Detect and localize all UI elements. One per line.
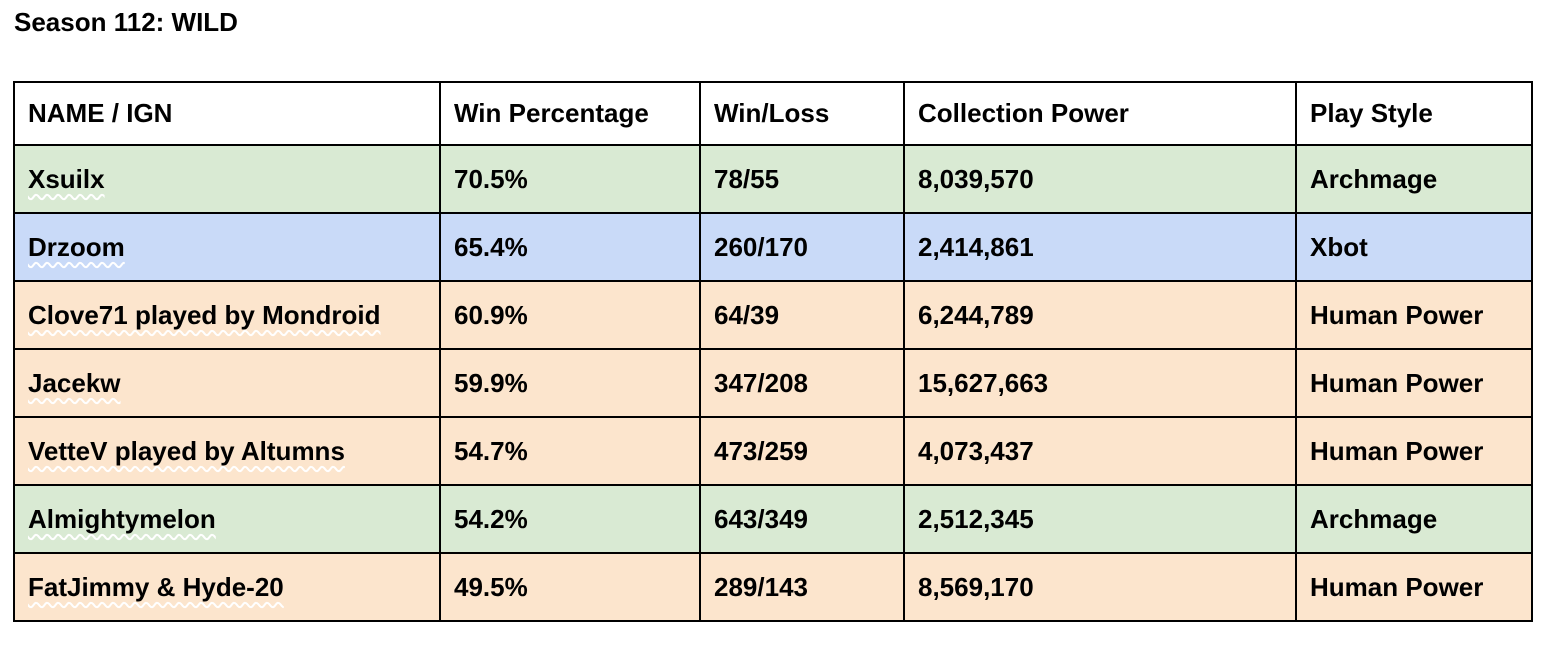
header-row: NAME / IGN Win Percentage Win/Loss Colle… xyxy=(13,81,1533,146)
cell-name: FatJimmy & Hyde-20 xyxy=(13,552,441,622)
cell-collection-power: 15,627,663 xyxy=(903,348,1297,418)
cell-win-percentage: 65.4% xyxy=(439,212,701,282)
table-row: Drzoom 65.4% 260/170 2,414,861 Xbot xyxy=(13,212,1533,282)
player-name: Drzoom xyxy=(28,231,125,262)
header-name: NAME / IGN xyxy=(13,81,441,146)
cell-win-percentage: 60.9% xyxy=(439,280,701,350)
cell-win-loss: 347/208 xyxy=(699,348,905,418)
header-play-style: Play Style xyxy=(1295,81,1533,146)
cell-name: Drzoom xyxy=(13,212,441,282)
cell-win-percentage: 59.9% xyxy=(439,348,701,418)
cell-win-loss: 260/170 xyxy=(699,212,905,282)
cell-collection-power: 2,414,861 xyxy=(903,212,1297,282)
cell-play-style: Archmage xyxy=(1295,144,1533,214)
cell-win-loss: 289/143 xyxy=(699,552,905,622)
cell-play-style: Human Power xyxy=(1295,416,1533,486)
cell-win-percentage: 54.7% xyxy=(439,416,701,486)
cell-name: Xsuilx xyxy=(13,144,441,214)
header-win-percentage: Win Percentage xyxy=(439,81,701,146)
player-name: Almightymelon xyxy=(28,503,216,534)
table-row: Xsuilx 70.5% 78/55 8,039,570 Archmage xyxy=(13,144,1533,214)
page-title: Season 112: WILD xyxy=(14,7,238,37)
header-win-loss: Win/Loss xyxy=(699,81,905,146)
cell-win-percentage: 49.5% xyxy=(439,552,701,622)
cell-play-style: Xbot xyxy=(1295,212,1533,282)
table-row: FatJimmy & Hyde-20 49.5% 289/143 8,569,1… xyxy=(13,552,1533,622)
cell-win-loss: 643/349 xyxy=(699,484,905,554)
standings-table: NAME / IGN Win Percentage Win/Loss Colle… xyxy=(13,81,1533,622)
player-name: Clove71 played by Mondroid xyxy=(28,299,381,330)
cell-play-style: Human Power xyxy=(1295,280,1533,350)
table-row: Clove71 played by Mondroid 60.9% 64/39 6… xyxy=(13,280,1533,350)
cell-name: Almightymelon xyxy=(13,484,441,554)
cell-collection-power: 6,244,789 xyxy=(903,280,1297,350)
player-name: VetteV played by Altumns xyxy=(28,435,345,466)
table-row: Almightymelon 54.2% 643/349 2,512,345 Ar… xyxy=(13,484,1533,554)
player-name: Jacekw xyxy=(28,367,121,398)
cell-win-loss: 473/259 xyxy=(699,416,905,486)
cell-play-style: Archmage xyxy=(1295,484,1533,554)
cell-collection-power: 8,039,570 xyxy=(903,144,1297,214)
table-row: VetteV played by Altumns 54.7% 473/259 4… xyxy=(13,416,1533,486)
header-collection-power: Collection Power xyxy=(903,81,1297,146)
cell-collection-power: 4,073,437 xyxy=(903,416,1297,486)
player-name: Xsuilx xyxy=(28,163,105,194)
cell-play-style: Human Power xyxy=(1295,552,1533,622)
cell-win-percentage: 70.5% xyxy=(439,144,701,214)
cell-name: Jacekw xyxy=(13,348,441,418)
cell-play-style: Human Power xyxy=(1295,348,1533,418)
cell-collection-power: 2,512,345 xyxy=(903,484,1297,554)
cell-win-loss: 78/55 xyxy=(699,144,905,214)
cell-collection-power: 8,569,170 xyxy=(903,552,1297,622)
player-name: FatJimmy & Hyde-20 xyxy=(28,571,284,602)
cell-name: VetteV played by Altumns xyxy=(13,416,441,486)
table-row: Jacekw 59.9% 347/208 15,627,663 Human Po… xyxy=(13,348,1533,418)
cell-name: Clove71 played by Mondroid xyxy=(13,280,441,350)
cell-win-loss: 64/39 xyxy=(699,280,905,350)
cell-win-percentage: 54.2% xyxy=(439,484,701,554)
